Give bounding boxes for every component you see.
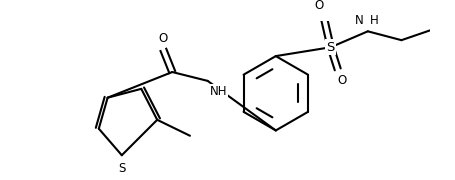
Text: O: O [337,74,346,87]
Text: O: O [158,32,167,46]
Text: S: S [326,41,334,54]
Text: NH: NH [209,85,227,98]
Text: S: S [118,162,125,175]
Text: O: O [314,0,323,12]
Text: N: N [354,14,363,27]
Text: H: H [369,14,378,27]
